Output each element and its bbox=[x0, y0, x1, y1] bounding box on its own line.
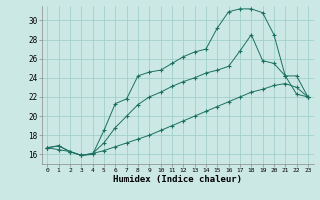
X-axis label: Humidex (Indice chaleur): Humidex (Indice chaleur) bbox=[113, 175, 242, 184]
